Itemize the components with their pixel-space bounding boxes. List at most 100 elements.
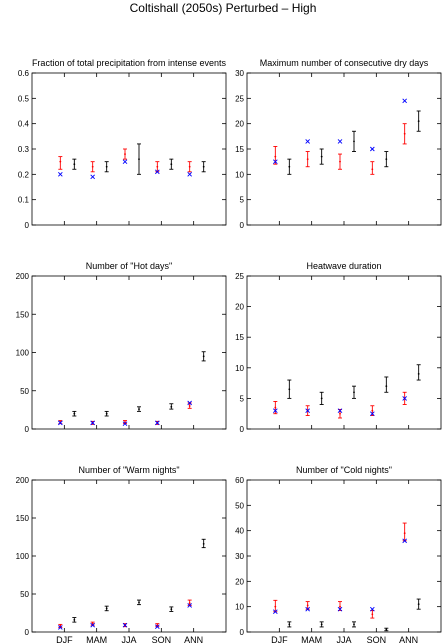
observed-marker-b xyxy=(90,174,95,180)
control-errorbar-point xyxy=(59,160,62,163)
panel-title: Number of "Warm nights" xyxy=(78,465,179,475)
x-tick-label: SON xyxy=(152,635,172,644)
y-tick-label: 0 xyxy=(25,425,30,434)
y-tick-label: 50 xyxy=(20,387,29,396)
future-errorbar-point xyxy=(385,628,388,631)
x-tick-label: DJF xyxy=(271,635,288,644)
y-tick-label: 50 xyxy=(20,590,29,599)
future-errorbar-point xyxy=(353,623,355,626)
x-tick-label: SON xyxy=(367,635,387,644)
plot-area-frame xyxy=(31,479,227,633)
y-tick-label: 25 xyxy=(235,272,244,281)
panel-title: Number of "Hot days" xyxy=(86,261,172,271)
y-tick-label: 0 xyxy=(25,221,30,230)
future-errorbar-point xyxy=(288,165,291,168)
plot-area-frame xyxy=(31,275,227,430)
panel-title: Number of "Cold nights" xyxy=(296,465,392,475)
x-tick-label: JJA xyxy=(336,635,351,644)
future-errorbar-point xyxy=(202,355,205,358)
future-errorbar-point xyxy=(320,623,323,626)
observed-marker-b xyxy=(337,408,343,413)
future-errorbar-point xyxy=(385,385,388,388)
control-errorbar-point xyxy=(124,153,126,155)
y-tick-label: 100 xyxy=(16,349,30,358)
observed-marker-b xyxy=(90,622,95,628)
control-errorbar-point xyxy=(371,409,374,412)
y-tick-label: 25 xyxy=(235,94,244,103)
control-errorbar-point xyxy=(339,160,341,163)
control-errorbar-point xyxy=(371,168,374,171)
y-tick-label: 0.6 xyxy=(18,69,30,78)
y-tick-label: 150 xyxy=(16,310,30,319)
figure-title: Coltishall (2050s) Perturbed – High xyxy=(130,1,317,15)
y-tick-label: 0 xyxy=(240,628,245,637)
future-errorbar-point xyxy=(417,120,420,123)
future-errorbar-point xyxy=(170,405,173,408)
y-tick-label: 20 xyxy=(235,303,244,312)
control-errorbar-point xyxy=(188,405,191,407)
observed-marker-b xyxy=(58,625,63,630)
observed-marker-b xyxy=(58,420,63,426)
observed-marker-b xyxy=(90,420,95,426)
y-tick-label: 20 xyxy=(235,577,244,586)
plot-area-frame xyxy=(31,72,227,226)
control-errorbar-point xyxy=(91,165,94,168)
y-tick-label: 15 xyxy=(235,145,244,154)
y-tick-label: 0.2 xyxy=(18,170,30,179)
control-errorbar-point xyxy=(339,605,341,608)
x-tick-label: ANN xyxy=(184,635,203,644)
observed-marker-b xyxy=(187,603,192,608)
y-tick-label: 60 xyxy=(235,476,244,485)
observed-marker-b xyxy=(305,606,310,612)
future-errorbar-point xyxy=(417,603,420,606)
y-tick-label: 0 xyxy=(240,425,245,434)
observed-marker-b xyxy=(273,609,278,615)
y-tick-label: 50 xyxy=(235,501,244,510)
plot-area-frame xyxy=(246,479,442,633)
observed-marker-b xyxy=(305,139,310,144)
future-errorbar-point xyxy=(385,158,388,161)
observed-marker-b xyxy=(273,159,278,164)
control-errorbar-point xyxy=(306,158,309,161)
control-errorbar-point xyxy=(156,165,159,168)
panel-title: Heatwave duration xyxy=(306,261,381,271)
future-errorbar-point xyxy=(105,165,108,168)
y-tick-label: 200 xyxy=(16,476,30,485)
chart-panel-4: Heatwave duration 0 5 10 15 20 25 xyxy=(235,261,442,434)
y-tick-label: 0.3 xyxy=(18,145,30,154)
observed-marker-b xyxy=(273,408,278,413)
y-tick-label: 10 xyxy=(235,170,244,179)
observed-marker-b xyxy=(155,624,160,629)
y-tick-label: 0 xyxy=(240,221,245,230)
future-errorbar-point xyxy=(73,618,76,621)
control-errorbar-point xyxy=(339,412,341,415)
observed-marker-b xyxy=(155,420,160,426)
control-errorbar-point xyxy=(403,532,406,535)
observed-marker-b xyxy=(187,400,192,406)
y-tick-label: 0.4 xyxy=(18,120,30,129)
observed-marker-b xyxy=(370,606,375,612)
y-tick-label: 40 xyxy=(235,527,244,536)
y-tick-label: 0.5 xyxy=(18,94,30,103)
future-errorbar-point xyxy=(138,158,140,161)
chart-panel-3: Number of "Hot days" 0 50 100 150 200 xyxy=(16,261,227,434)
chart-panel-1: Fraction of total precipitation from int… xyxy=(18,58,227,230)
future-errorbar-point xyxy=(288,623,291,626)
x-tick-label: MAM xyxy=(86,635,107,644)
panels-group: Fraction of total precipitation from int… xyxy=(16,58,442,644)
y-tick-label: 200 xyxy=(16,272,30,281)
y-tick-label: 30 xyxy=(235,552,244,561)
future-errorbar-point xyxy=(73,163,76,166)
y-tick-label: 10 xyxy=(235,364,244,373)
future-errorbar-point xyxy=(105,607,108,610)
control-errorbar-point xyxy=(371,613,374,616)
x-tick-label: MAM xyxy=(301,635,322,644)
observed-marker-b xyxy=(370,146,375,152)
observed-marker-b xyxy=(122,159,128,164)
future-errorbar-point xyxy=(353,140,355,143)
observed-marker-b xyxy=(337,606,343,612)
control-errorbar-point xyxy=(274,155,277,158)
y-tick-label: 150 xyxy=(16,514,30,523)
observed-marker-b xyxy=(155,169,160,175)
future-errorbar-point xyxy=(105,412,108,415)
